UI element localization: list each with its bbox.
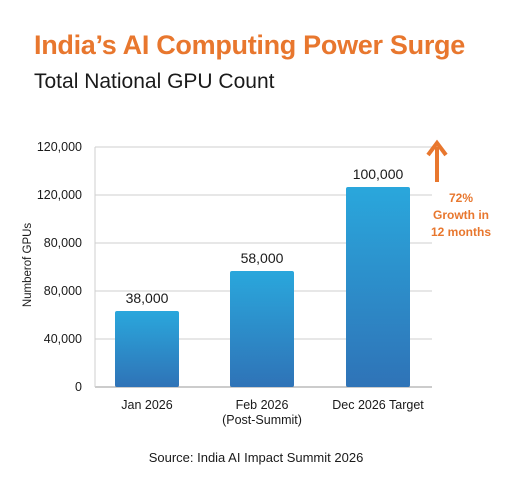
y-tick-label: 40,000 [44, 332, 82, 346]
data-label: 100,000 [353, 166, 404, 182]
x-tick-label: Jan 2026 [121, 398, 172, 412]
x-axis-categories: Jan 2026 Feb 2026(Post-Summit) Dec 2026 Ta… [121, 398, 424, 427]
data-labels: 38,000 58,000 100,000 [126, 166, 404, 306]
y-tick-label: 120,000 [37, 188, 82, 202]
y-axis-ticks: 0 40,000 80,000 80,000 120,000 120,000 [37, 140, 82, 394]
up-arrow-icon [426, 139, 448, 182]
bar [230, 271, 294, 387]
growth-annotation-text: 72% [449, 191, 473, 205]
bar [115, 311, 179, 387]
y-tick-label: 0 [75, 380, 82, 394]
growth-annotation: 72% Growth in 12 months [426, 139, 491, 239]
source-note: Source: India AI Impact Summit 2026 [148, 450, 364, 465]
chart-subtitle: Total National GPU Count [34, 70, 275, 93]
x-tick-label: (Post-Summit) [222, 413, 302, 427]
chart-title: India’s AI Computing Power Surge [34, 30, 465, 60]
data-label: 38,000 [126, 290, 169, 306]
growth-annotation-text: 12 months [431, 225, 491, 239]
y-tick-label: 120,000 [37, 140, 82, 154]
growth-annotation-text: Growth in [433, 208, 489, 222]
y-tick-label: 80,000 [44, 236, 82, 250]
bars [115, 187, 410, 387]
bar [346, 187, 410, 387]
x-tick-label: Feb 2026 [236, 398, 289, 412]
y-tick-label: 80,000 [44, 284, 82, 298]
data-label: 58,000 [241, 250, 284, 266]
x-tick-label: Dec 2026 Target [332, 398, 424, 412]
y-axis-label: Numberof GPUs [22, 223, 34, 308]
